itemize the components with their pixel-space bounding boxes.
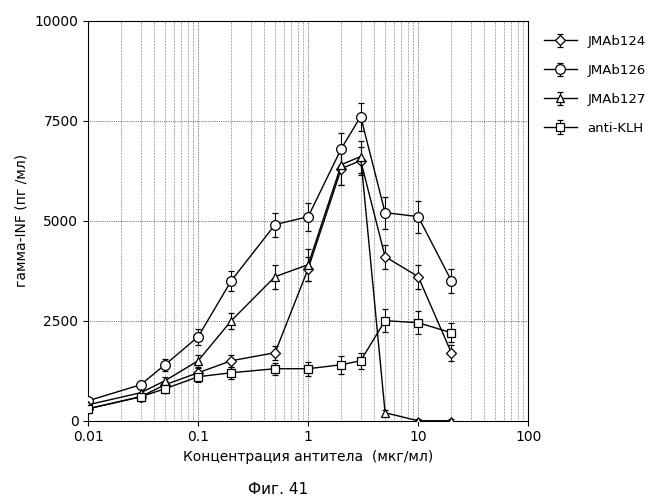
X-axis label: Концентрация антитела  (мкг/мл): Концентрация антитела (мкг/мл) [183,450,434,464]
Y-axis label: гамма-INF (пг /мл): гамма-INF (пг /мл) [15,154,29,287]
Legend: JMAb124, JMAb126, JMAb127, anti-KLH: JMAb124, JMAb126, JMAb127, anti-KLH [544,35,645,135]
Text: Фиг. 41: Фиг. 41 [248,482,308,497]
